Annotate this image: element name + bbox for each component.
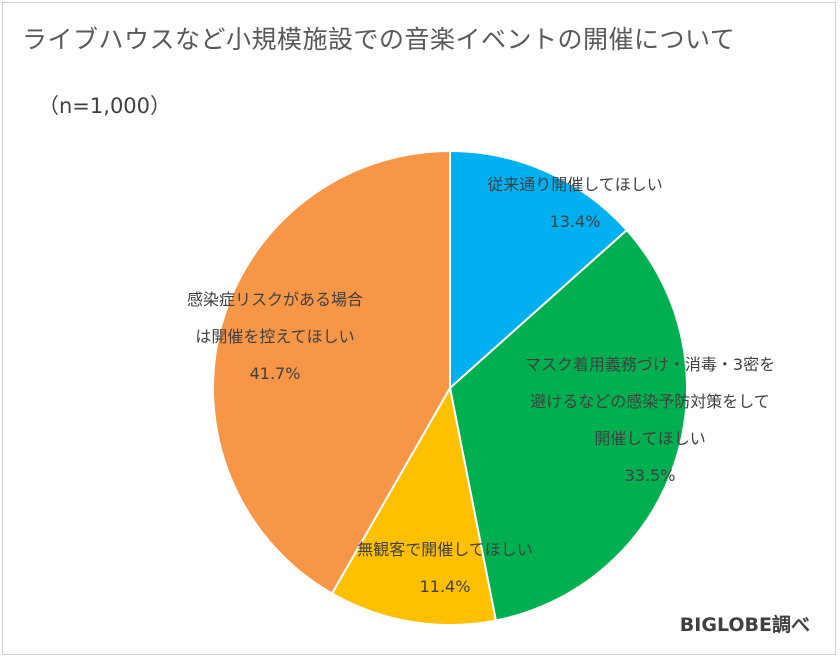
pie-slice-3 bbox=[330, 385, 498, 626]
source-credit: BIGLOBE調べ bbox=[679, 614, 810, 636]
slice-percent-label: 41.7% bbox=[250, 364, 301, 383]
sample-size: （n=1,000） bbox=[38, 94, 172, 118]
slice-percent-label: 33.5% bbox=[625, 466, 676, 485]
pie-slice-1 bbox=[449, 149, 629, 391]
slice-label-3: 無観客で開催してほしい 11.4% bbox=[357, 540, 533, 596]
slice-category-label: 無観客で開催してほしい bbox=[357, 540, 533, 559]
slice-percent-label: 11.4% bbox=[420, 577, 471, 596]
slice-category-label: 開催してほしい bbox=[594, 429, 706, 448]
slice-category-label: は開催を控えてほしい bbox=[195, 327, 354, 346]
chart-title: ライブハウスなど小規模施設での音楽イベントの開催について bbox=[22, 25, 736, 54]
slice-label-1: 従来通り開催してほしい 13.4% bbox=[487, 175, 663, 231]
slice-category-label: 従来通り開催してほしい bbox=[487, 175, 663, 194]
pie-slice-4 bbox=[212, 149, 451, 595]
slice-category-label: 感染症リスクがある場合 bbox=[187, 290, 363, 309]
pie-slice-2 bbox=[448, 228, 688, 622]
slice-category-label: マスク着用義務づけ・消毒・3密を bbox=[525, 355, 775, 374]
slice-percent-label: 13.4% bbox=[550, 212, 601, 231]
slice-category-label: 避けるなどの感染予防対策をして bbox=[530, 392, 770, 411]
